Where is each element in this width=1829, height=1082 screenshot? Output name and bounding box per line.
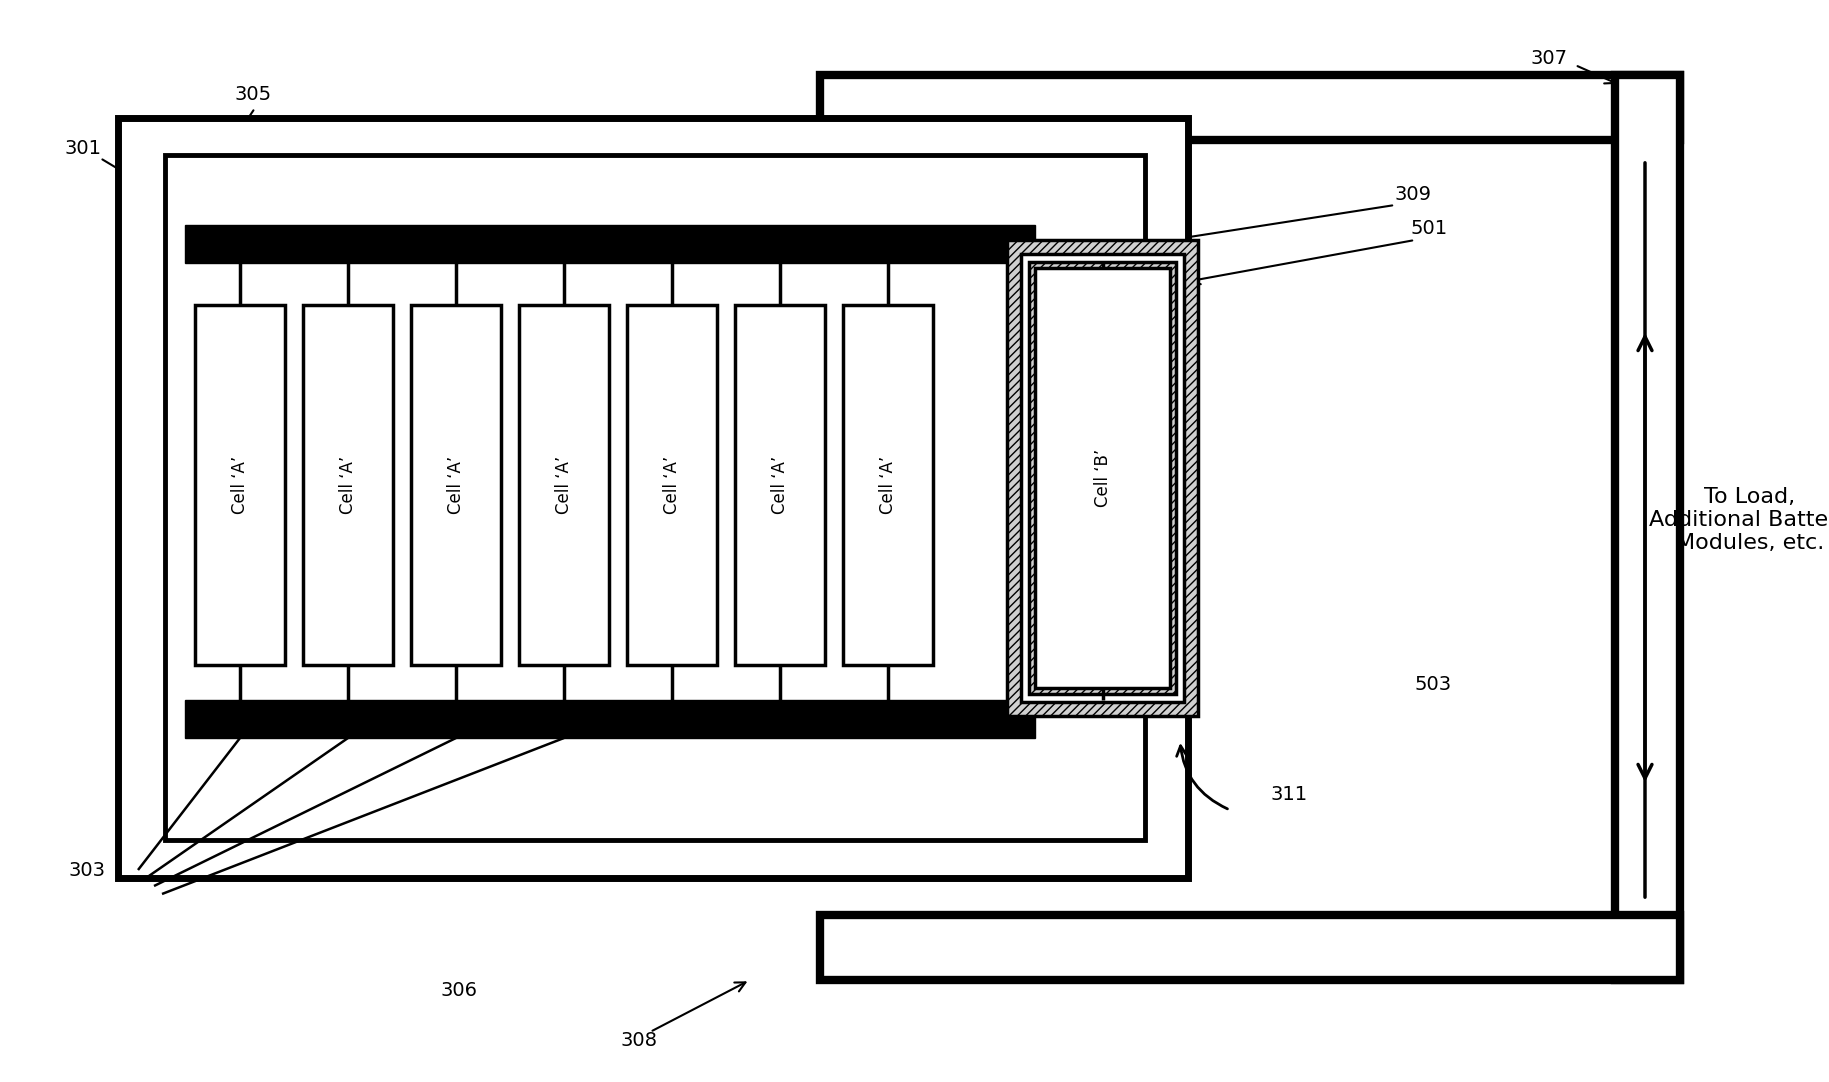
Text: Cell ‘B’: Cell ‘B’ — [1094, 449, 1112, 507]
Bar — [185, 225, 1035, 263]
Bar — [165, 155, 1145, 840]
Text: Cell ‘A’: Cell ‘A’ — [230, 456, 249, 514]
Text: 306: 306 — [441, 980, 477, 1000]
Text: Cell ‘A’: Cell ‘A’ — [772, 456, 788, 514]
Text: Cell ‘A’: Cell ‘A’ — [338, 456, 357, 514]
Bar — [519, 305, 609, 665]
Bar — [1615, 75, 1681, 980]
Bar — [819, 915, 1681, 980]
Text: 503: 503 — [1416, 675, 1452, 695]
Bar — [843, 305, 933, 665]
Bar — [627, 305, 717, 665]
Bar — [412, 305, 501, 665]
Text: 309: 309 — [1396, 185, 1432, 204]
Bar — [196, 305, 285, 665]
Bar — [1035, 268, 1171, 688]
Text: Cell ‘A’: Cell ‘A’ — [662, 456, 680, 514]
Bar — [185, 700, 1035, 738]
Text: Cell ‘A’: Cell ‘A’ — [880, 456, 896, 514]
Text: 303: 303 — [68, 860, 104, 880]
Text: 308: 308 — [620, 1030, 657, 1050]
Text: 305: 305 — [234, 85, 273, 105]
Text: 501: 501 — [1410, 219, 1447, 238]
Text: To Load,
Additional Battery
Modules, etc.: To Load, Additional Battery Modules, etc… — [1650, 487, 1829, 553]
Bar — [1030, 262, 1176, 694]
Bar — [1021, 254, 1183, 702]
Text: Cell ‘A’: Cell ‘A’ — [446, 456, 465, 514]
Bar — [735, 305, 825, 665]
Bar — [119, 118, 1189, 878]
Bar — [304, 305, 393, 665]
Text: Cell ‘A’: Cell ‘A’ — [554, 456, 572, 514]
Text: 301: 301 — [66, 138, 102, 158]
Text: 307: 307 — [1531, 49, 1567, 67]
Bar — [1008, 240, 1198, 716]
Bar — [819, 75, 1681, 140]
Text: 311: 311 — [1269, 786, 1308, 805]
